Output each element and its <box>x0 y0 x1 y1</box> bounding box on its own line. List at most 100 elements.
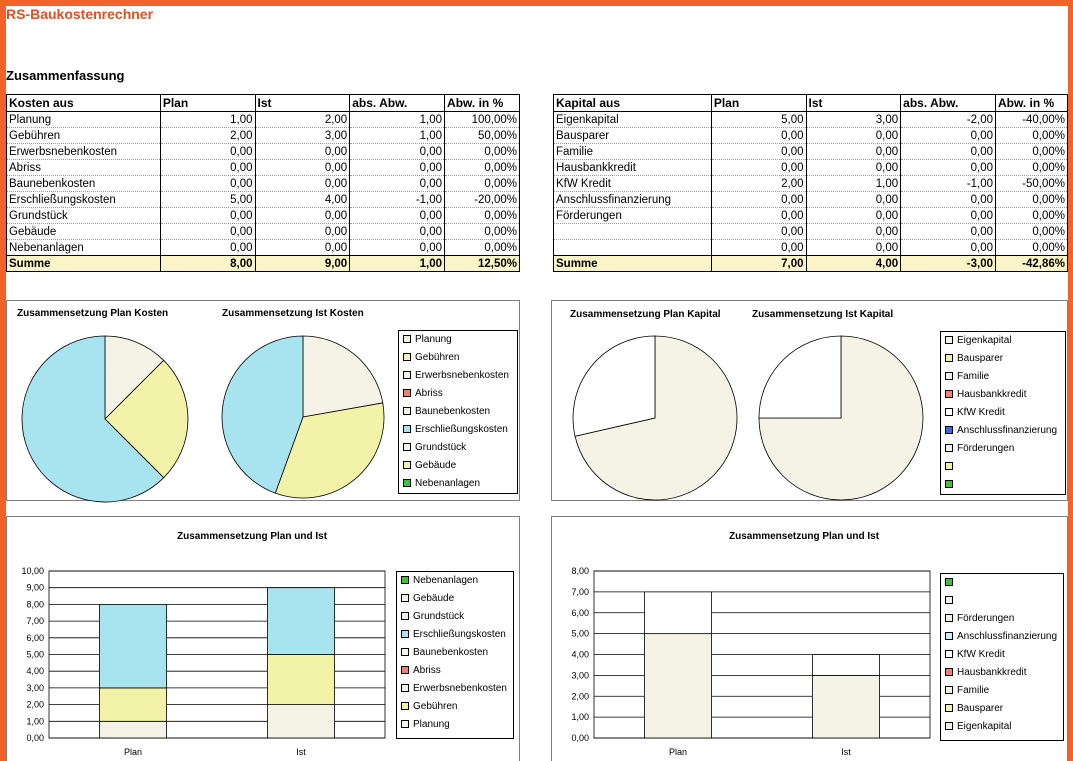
table-row-cell-4[interactable]: 0,00% <box>995 207 1068 224</box>
sum-row-cell-2[interactable]: 9,00 <box>254 255 350 272</box>
table-row-cell-1[interactable]: 0,00 <box>159 159 256 176</box>
table-header-cell-4[interactable]: Abw. in % <box>444 94 520 112</box>
table-row-cell-0[interactable]: Familie <box>553 143 712 160</box>
table-row-cell-4[interactable]: 0,00% <box>995 223 1068 240</box>
table-row-cell-0[interactable]: Hausbankkredit <box>553 159 712 176</box>
table-row-cell-3[interactable]: 0,00 <box>349 207 445 224</box>
table-row-cell-3[interactable]: 1,00 <box>349 111 445 128</box>
table-header-cell-2[interactable]: Ist <box>254 94 350 112</box>
table-row-cell-1[interactable]: 2,00 <box>159 127 256 144</box>
table-row-cell-0[interactable]: KfW Kredit <box>553 175 712 192</box>
table-row-cell-0[interactable]: Nebenanlagen <box>6 239 161 256</box>
table-row-cell-3[interactable]: -2,00 <box>900 111 996 128</box>
table-row-cell-2[interactable]: 1,00 <box>805 175 901 192</box>
table-row-cell-2[interactable]: 0,00 <box>254 207 350 224</box>
sum-row-cell-3[interactable]: 1,00 <box>349 255 445 272</box>
table-row-cell-3[interactable]: 0,00 <box>900 127 996 144</box>
table-row-cell-3[interactable]: 0,00 <box>349 143 445 160</box>
table-row-cell-1[interactable]: 0,00 <box>159 143 256 160</box>
table-row-cell-0[interactable]: Erschließungskosten <box>6 191 161 208</box>
table-row-cell-3[interactable]: 0,00 <box>900 223 996 240</box>
table-row-cell-0[interactable]: Erwerbsnebenkosten <box>6 143 161 160</box>
table-header-cell-3[interactable]: abs. Abw. <box>900 94 996 112</box>
sum-row-cell-4[interactable]: -42,86% <box>995 255 1068 272</box>
table-row-cell-2[interactable]: 0,00 <box>254 223 350 240</box>
table-row-cell-0[interactable]: Gebühren <box>6 127 161 144</box>
table-row-cell-3[interactable]: 0,00 <box>900 159 996 176</box>
table-row-cell-2[interactable]: 3,00 <box>805 111 901 128</box>
table-row-cell-2[interactable]: 0,00 <box>805 239 901 256</box>
table-row-cell-3[interactable]: 0,00 <box>349 159 445 176</box>
table-row-cell-4[interactable]: 0,00% <box>444 159 520 176</box>
table-row-cell-1[interactable]: 0,00 <box>159 223 256 240</box>
table-row-cell-4[interactable]: -20,00% <box>444 191 520 208</box>
table-row-cell-1[interactable]: 0,00 <box>159 175 256 192</box>
table-row-cell-0[interactable]: Abriss <box>6 159 161 176</box>
table-row-cell-0[interactable]: Baunebenkosten <box>6 175 161 192</box>
table-row-cell-2[interactable]: 0,00 <box>805 159 901 176</box>
table-row-cell-0[interactable]: Eigenkapital <box>553 111 712 128</box>
table-row-cell-4[interactable]: 100,00% <box>444 111 520 128</box>
table-row-cell-1[interactable]: 0,00 <box>710 207 806 224</box>
table-row-cell-1[interactable]: 2,00 <box>710 175 806 192</box>
table-row-cell-2[interactable]: 0,00 <box>254 159 350 176</box>
sum-row-cell-2[interactable]: 4,00 <box>805 255 901 272</box>
sum-row-cell-0[interactable]: Summe <box>553 255 712 272</box>
table-row-cell-2[interactable]: 0,00 <box>805 127 901 144</box>
table-header-cell-0[interactable]: Kosten aus <box>6 94 161 112</box>
sum-row-cell-1[interactable]: 7,00 <box>710 255 806 272</box>
table-row-cell-1[interactable]: 0,00 <box>710 159 806 176</box>
table-header-cell-3[interactable]: abs. Abw. <box>349 94 445 112</box>
table-row-cell-0[interactable]: Gebäude <box>6 223 161 240</box>
table-row-cell-2[interactable]: 0,00 <box>254 143 350 160</box>
table-row-cell-3[interactable]: 0,00 <box>900 239 996 256</box>
table-row-cell-2[interactable]: 4,00 <box>254 191 350 208</box>
table-row-cell-1[interactable]: 0,00 <box>710 223 806 240</box>
table-row-cell-4[interactable]: -50,00% <box>995 175 1068 192</box>
table-row-cell-2[interactable]: 0,00 <box>805 207 901 224</box>
table-row-cell-4[interactable]: 0,00% <box>995 159 1068 176</box>
table-row-cell-4[interactable]: 0,00% <box>444 239 520 256</box>
sum-row-cell-0[interactable]: Summe <box>6 255 161 272</box>
table-row-cell-1[interactable]: 0,00 <box>159 207 256 224</box>
table-row-cell-4[interactable]: 0,00% <box>995 191 1068 208</box>
table-row-cell-2[interactable]: 0,00 <box>805 191 901 208</box>
table-row-cell-0[interactable]: Grundstück <box>6 207 161 224</box>
table-row-cell-1[interactable]: 0,00 <box>710 143 806 160</box>
table-header-cell-1[interactable]: Plan <box>710 94 806 112</box>
table-header-cell-0[interactable]: Kapital aus <box>553 94 712 112</box>
table-row-cell-2[interactable]: 2,00 <box>254 111 350 128</box>
table-row-cell-1[interactable]: 1,00 <box>159 111 256 128</box>
table-header-cell-2[interactable]: Ist <box>805 94 901 112</box>
table-row-cell-3[interactable]: 0,00 <box>900 191 996 208</box>
table-row-cell-1[interactable]: 5,00 <box>159 191 256 208</box>
table-row-cell-4[interactable]: 0,00% <box>995 239 1068 256</box>
table-row-cell-4[interactable]: 0,00% <box>995 143 1068 160</box>
table-row-cell-2[interactable]: 0,00 <box>805 143 901 160</box>
table-row-cell-0[interactable]: Planung <box>6 111 161 128</box>
table-row-cell-2[interactable]: 3,00 <box>254 127 350 144</box>
sum-row-cell-4[interactable]: 12,50% <box>444 255 520 272</box>
table-row-cell-2[interactable]: 0,00 <box>805 223 901 240</box>
table-row-cell-2[interactable]: 0,00 <box>254 175 350 192</box>
sum-row-cell-1[interactable]: 8,00 <box>159 255 256 272</box>
table-header-cell-4[interactable]: Abw. in % <box>995 94 1068 112</box>
table-row-cell-3[interactable]: 0,00 <box>900 207 996 224</box>
table-row-cell-1[interactable]: 5,00 <box>710 111 806 128</box>
table-row-cell-3[interactable]: 0,00 <box>349 239 445 256</box>
table-row-cell-0[interactable] <box>553 223 712 240</box>
sum-row-cell-3[interactable]: -3,00 <box>900 255 996 272</box>
table-row-cell-3[interactable]: -1,00 <box>900 175 996 192</box>
table-row-cell-4[interactable]: 0,00% <box>444 223 520 240</box>
table-row-cell-2[interactable]: 0,00 <box>254 239 350 256</box>
table-row-cell-4[interactable]: 50,00% <box>444 127 520 144</box>
table-row-cell-4[interactable]: 0,00% <box>444 143 520 160</box>
table-row-cell-3[interactable]: 0,00 <box>349 175 445 192</box>
table-row-cell-4[interactable]: 0,00% <box>995 127 1068 144</box>
table-row-cell-3[interactable]: 0,00 <box>900 143 996 160</box>
table-row-cell-3[interactable]: 1,00 <box>349 127 445 144</box>
table-row-cell-1[interactable]: 0,00 <box>710 191 806 208</box>
table-row-cell-0[interactable]: Bausparer <box>553 127 712 144</box>
table-row-cell-4[interactable]: -40,00% <box>995 111 1068 128</box>
table-row-cell-3[interactable]: -1,00 <box>349 191 445 208</box>
